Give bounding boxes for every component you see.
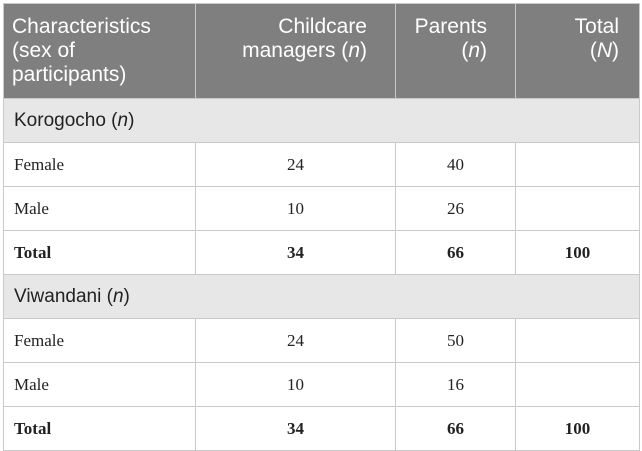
parents-cell: 40 — [395, 142, 516, 187]
managers-cell: 24 — [195, 318, 396, 363]
row-label: Female — [3, 318, 196, 363]
parents-cell: 16 — [395, 362, 516, 407]
table-row-total: Total 34 66 100 — [3, 406, 640, 451]
header-characteristics-line2: (sex of — [12, 39, 76, 62]
parents-cell: 66 — [395, 406, 516, 451]
managers-cell: 24 — [195, 142, 396, 187]
row-label: Total — [3, 230, 196, 275]
total-cell — [515, 142, 640, 187]
header-managers-line1: Childcare — [278, 15, 367, 38]
section-label: Korogocho (n) — [3, 98, 640, 143]
header-parents-line2: (n) — [461, 39, 487, 62]
header-characteristics-line1: Characteristics — [12, 15, 151, 38]
section-row-viwandani: Viwandani (n) — [3, 274, 640, 319]
parents-cell: 26 — [395, 186, 516, 231]
header-total-line2: (N) — [589, 39, 619, 62]
total-cell — [515, 186, 640, 231]
managers-cell: 34 — [195, 406, 396, 451]
header-characteristics-line3: participants) — [12, 63, 127, 86]
header-row: Characteristics (sex of participants) Ch… — [3, 3, 640, 99]
header-total-line1: Total — [574, 15, 619, 38]
table-row: Female 24 50 — [3, 318, 640, 363]
managers-cell: 34 — [195, 230, 396, 275]
section-label: Viwandani (n) — [3, 274, 640, 319]
table-row: Male 10 16 — [3, 362, 640, 407]
total-cell: 100 — [515, 230, 640, 275]
header-parents: Parents (n) — [395, 3, 516, 99]
managers-cell: 10 — [195, 186, 396, 231]
participants-table: Characteristics (sex of participants) Ch… — [3, 3, 640, 451]
row-label: Female — [3, 142, 196, 187]
row-label: Male — [3, 186, 196, 231]
parents-cell: 50 — [395, 318, 516, 363]
row-label: Total — [3, 406, 196, 451]
header-childcare-managers: Childcare managers (n) — [195, 3, 396, 99]
header-managers-line2: managers (n) — [242, 39, 367, 62]
header-total: Total (N) — [515, 3, 640, 99]
managers-cell: 10 — [195, 362, 396, 407]
total-cell — [515, 362, 640, 407]
row-label: Male — [3, 362, 196, 407]
table-row: Female 24 40 — [3, 142, 640, 187]
section-row-korogocho: Korogocho (n) — [3, 98, 640, 143]
table-row: Male 10 26 — [3, 186, 640, 231]
total-cell — [515, 318, 640, 363]
total-cell: 100 — [515, 406, 640, 451]
header-characteristics: Characteristics (sex of participants) — [3, 3, 196, 99]
header-parents-line1: Parents — [414, 15, 487, 38]
parents-cell: 66 — [395, 230, 516, 275]
table-row-total: Total 34 66 100 — [3, 230, 640, 275]
